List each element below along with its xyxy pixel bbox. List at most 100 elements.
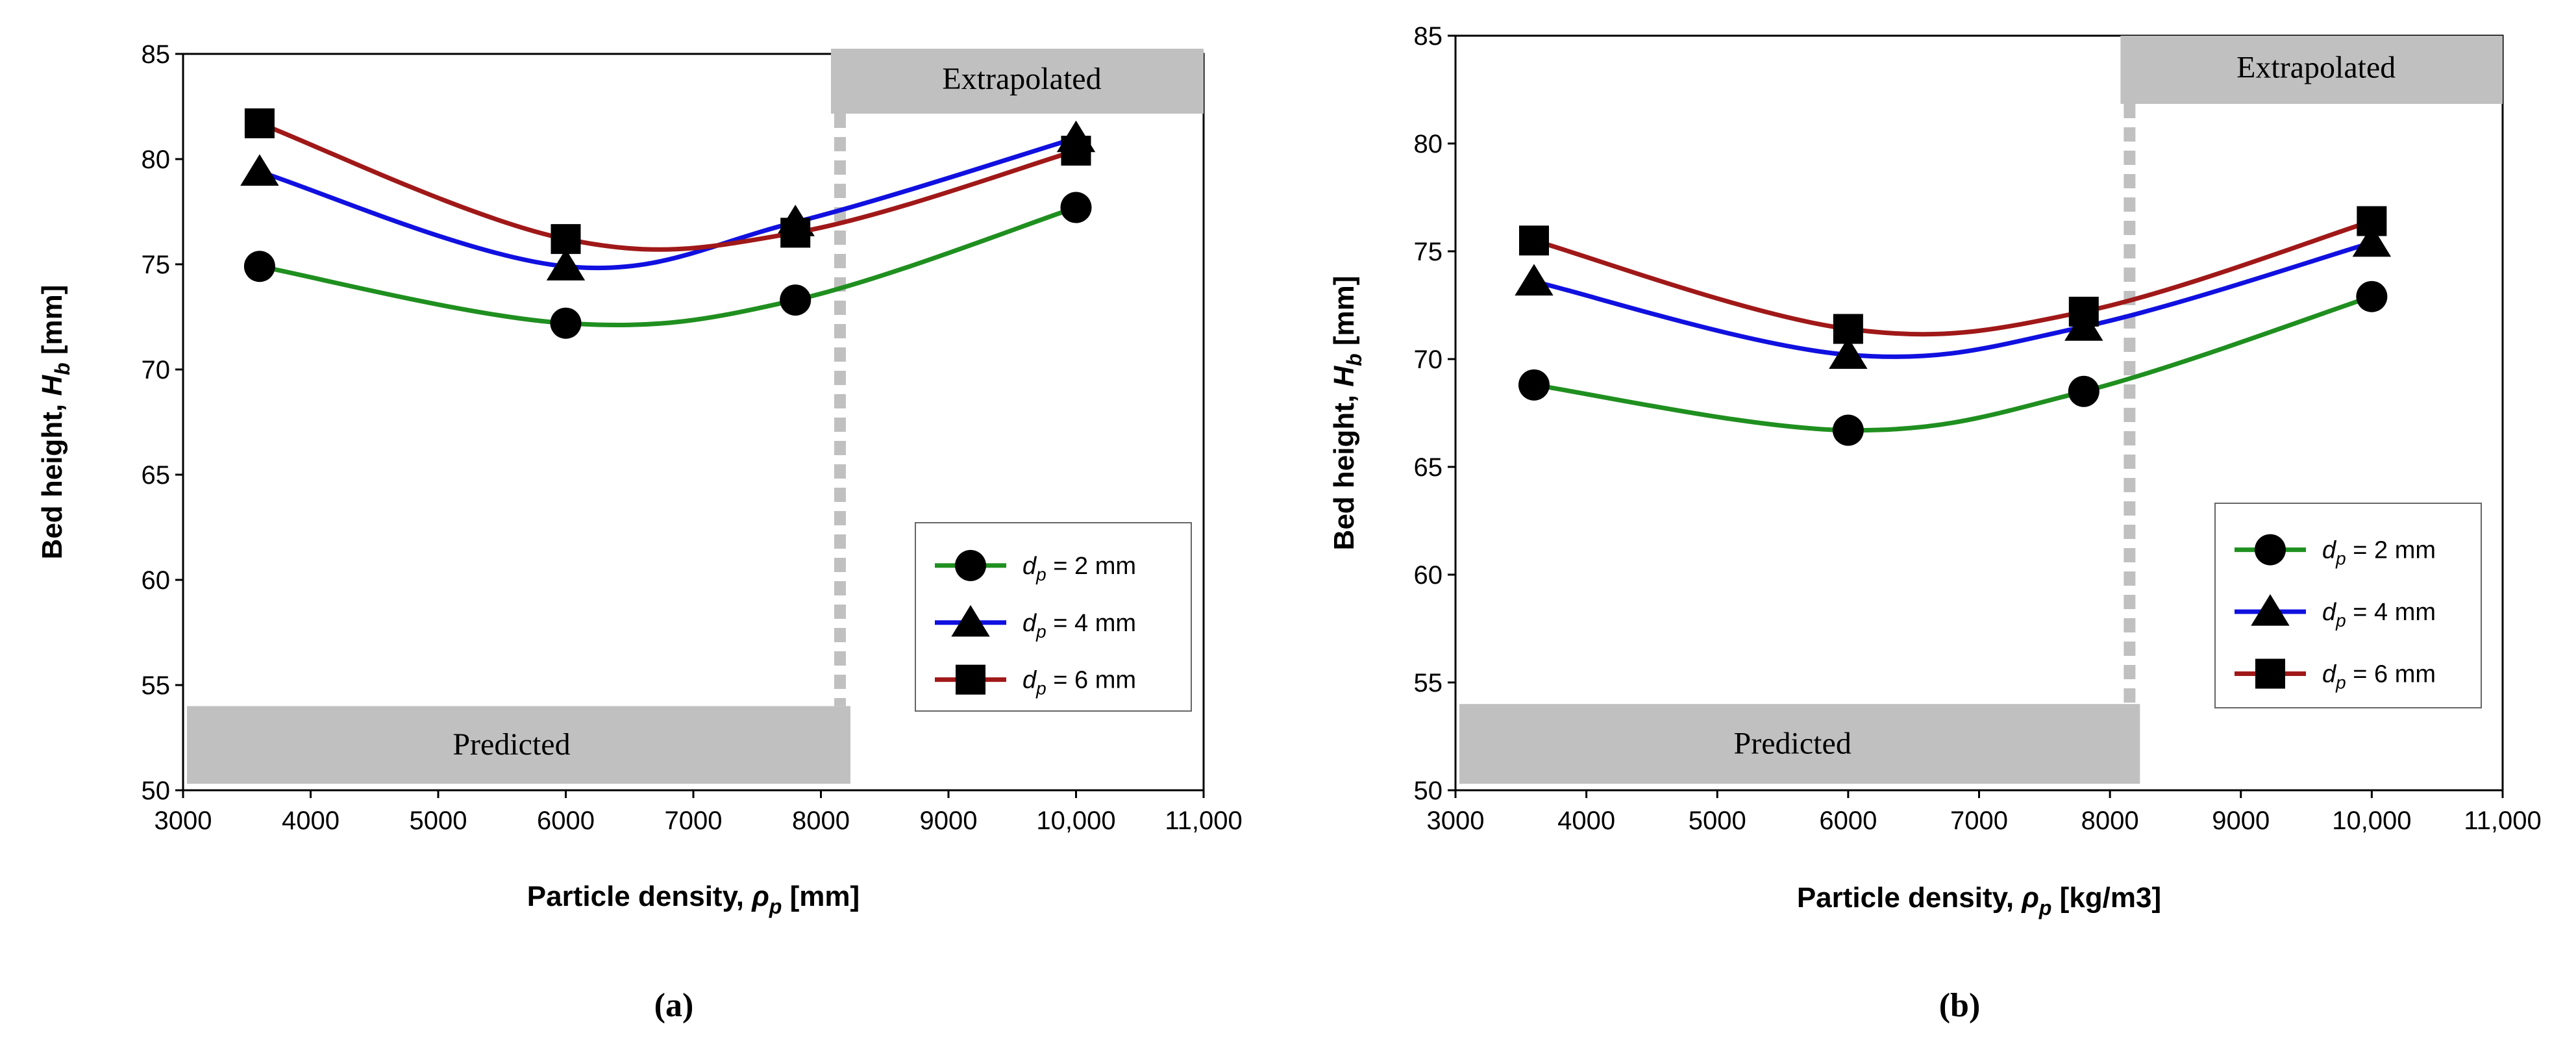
y-axis-unit: [mm] [1328,276,1360,354]
data-point [1829,337,1868,369]
y-axis-symbol: H [36,375,68,396]
y-axis-unit: [mm] [36,285,68,363]
y-axis-symbol: H [1328,366,1360,387]
series-2 [244,108,1091,255]
legend-subscript: p [1035,564,1046,584]
panel-label: (b) [1939,987,1981,1024]
y-tick-label: 75 [142,251,171,279]
data-point [1515,264,1554,296]
legend-symbol: d [2322,599,2337,626]
legend-subscript: p [2335,610,2346,631]
x-tick-label: 8000 [2081,806,2139,835]
legend-marker [955,549,986,581]
x-tick-label: 5000 [1689,806,1746,835]
data-point [2068,296,2099,327]
legend-subscript: p [1035,621,1046,642]
x-axis-title: Particle density, ρp [kg/m3] [1797,882,2161,919]
predicted-region [1459,704,2140,784]
legend-symbol: d [2322,537,2337,564]
y-axis-subscript: b [1343,353,1366,366]
predicted-label: Predicted [1734,727,1852,761]
y-tick-label: 60 [1414,561,1443,590]
predicted-region [187,706,850,784]
x-axis-unit: [mm] [782,881,860,912]
x-tick-label: 5000 [410,806,467,835]
x-tick-label: 3000 [1427,806,1485,835]
legend-text: = 4 mm [2346,599,2436,626]
y-axis-title: Bed height, Hb [mm] [36,285,74,560]
x-tick-label: 9000 [920,806,978,835]
y-tick-label: 65 [142,461,171,490]
x-tick-label: 7000 [665,806,723,835]
y-tick-label: 85 [1414,22,1443,51]
data-point [2356,281,2388,312]
x-tick-label: 6000 [1819,806,1877,835]
x-tick-label: 7000 [1950,806,2008,835]
data-point [243,251,275,282]
data-point [1832,414,1864,446]
y-tick-label: 55 [1414,669,1443,697]
predicted-label: Predicted [452,727,570,762]
y-tick-label: 55 [142,671,171,700]
legend-text: = 6 mm [2346,661,2436,688]
legend-subscript: p [2335,673,2346,693]
legend-entry: dp = 4 mm [1022,610,1136,642]
series-line [258,136,1077,271]
data-point [2357,206,2387,236]
x-axis-subscript: p [2038,896,2052,919]
legend-text: = 4 mm [1046,610,1136,637]
data-point [1518,225,1549,256]
x-axis-subscript: p [769,895,782,918]
legend-entry: dp = 2 mm [1022,553,1136,584]
chart-a: Predicted Extrapolated 50 55 60 65 70 75 80 85 300… [36,40,1243,1024]
x-tick-label: 11,000 [1165,806,1242,835]
legend-symbol: d [1022,610,1037,637]
legend-marker [956,664,985,695]
legend-entry: dp = 4 mm [2322,599,2436,631]
legend-marker [2255,658,2285,689]
y-tick-label: 50 [1414,777,1443,805]
legend-symbol: d [2322,661,2337,688]
data-point [2352,225,2392,257]
y-axis-title-text: Bed height, [1328,387,1360,551]
x-tick-label: 8000 [792,806,850,835]
x-tick-label: 10,000 [1036,806,1115,835]
x-axis-title-text: Particle density, [527,881,752,912]
y-axis-title-text: Bed height, [36,396,68,560]
extrapolated-label: Extrapolated [942,62,1101,96]
data-point [1060,192,1092,223]
x-tick-label: 4000 [1557,806,1615,835]
series-2 [1518,206,2387,344]
series-1 [1515,225,2392,369]
data-point [1518,369,1550,401]
y-tick-label: 80 [1414,130,1443,158]
legend-entry: dp = 2 mm [2322,537,2436,569]
y-tick-label: 70 [142,356,171,384]
data-point [2068,375,2099,407]
x-tick-label: 9000 [2212,806,2270,835]
series-line [1533,294,2373,433]
series-line [258,121,1077,252]
x-tick-label: 10,000 [2332,806,2411,835]
data-point [546,249,586,281]
series-line [1533,240,2373,359]
series-0 [1518,281,2388,446]
chart-b: Predicted Extrapolated 50 55 60 65 70 75 80 85 300… [1328,22,2542,1024]
y-tick-label: 60 [142,566,171,595]
series-line [1533,219,2373,337]
y-tick-label: 70 [1414,345,1443,374]
legend-subscript: p [1035,679,1046,699]
y-tick-label: 80 [142,145,171,174]
legend-marker [2255,534,2286,566]
panel-label: (a) [654,987,694,1024]
extrapolated-label: Extrapolated [2236,51,2396,85]
data-point [551,224,581,255]
legend-marker [951,605,990,637]
data-point [780,218,811,248]
y-tick-label: 50 [142,777,171,805]
legend-entry: dp = 6 mm [1022,667,1136,699]
data-point [244,108,275,138]
legend-entry: dp = 6 mm [2322,661,2436,693]
